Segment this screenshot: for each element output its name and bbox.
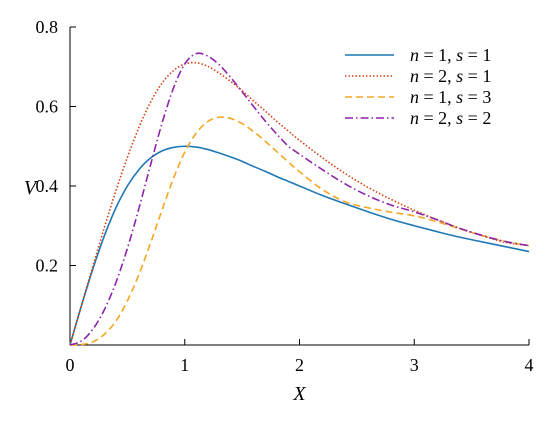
y-tick-label: 0.4 bbox=[36, 176, 59, 196]
y-tick-label: 0.8 bbox=[36, 17, 59, 37]
legend-label-4: n = 2, s = 2 bbox=[410, 108, 491, 128]
series-layer bbox=[69, 52, 530, 346]
x-tick-label: 3 bbox=[410, 355, 419, 375]
series-line-4 bbox=[69, 52, 530, 346]
chart-axes: 0 1 2 3 4 0.2 0.4 0.6 0.8 bbox=[36, 17, 534, 375]
legend-label-2: n = 2, s = 1 bbox=[410, 66, 491, 86]
legend-label-3: n = 1, s = 3 bbox=[410, 87, 491, 107]
series-line-3 bbox=[69, 116, 530, 346]
x-tick-label: 1 bbox=[180, 355, 189, 375]
series-line-2 bbox=[69, 61, 530, 346]
x-axis-label: X bbox=[292, 383, 306, 405]
x-tick-label: 2 bbox=[295, 355, 304, 375]
legend: n = 1, s = 1n = 2, s = 1n = 1, s = 3n = … bbox=[345, 45, 491, 128]
series-line-1 bbox=[69, 145, 530, 346]
x-tick-label: 4 bbox=[525, 355, 534, 375]
y-tick-label: 0.2 bbox=[36, 256, 59, 276]
y-tick-label: 0.6 bbox=[36, 97, 59, 117]
x-tick-label: 0 bbox=[66, 355, 75, 375]
legend-label-1: n = 1, s = 1 bbox=[410, 45, 491, 65]
y-axis-label: V bbox=[24, 177, 39, 199]
